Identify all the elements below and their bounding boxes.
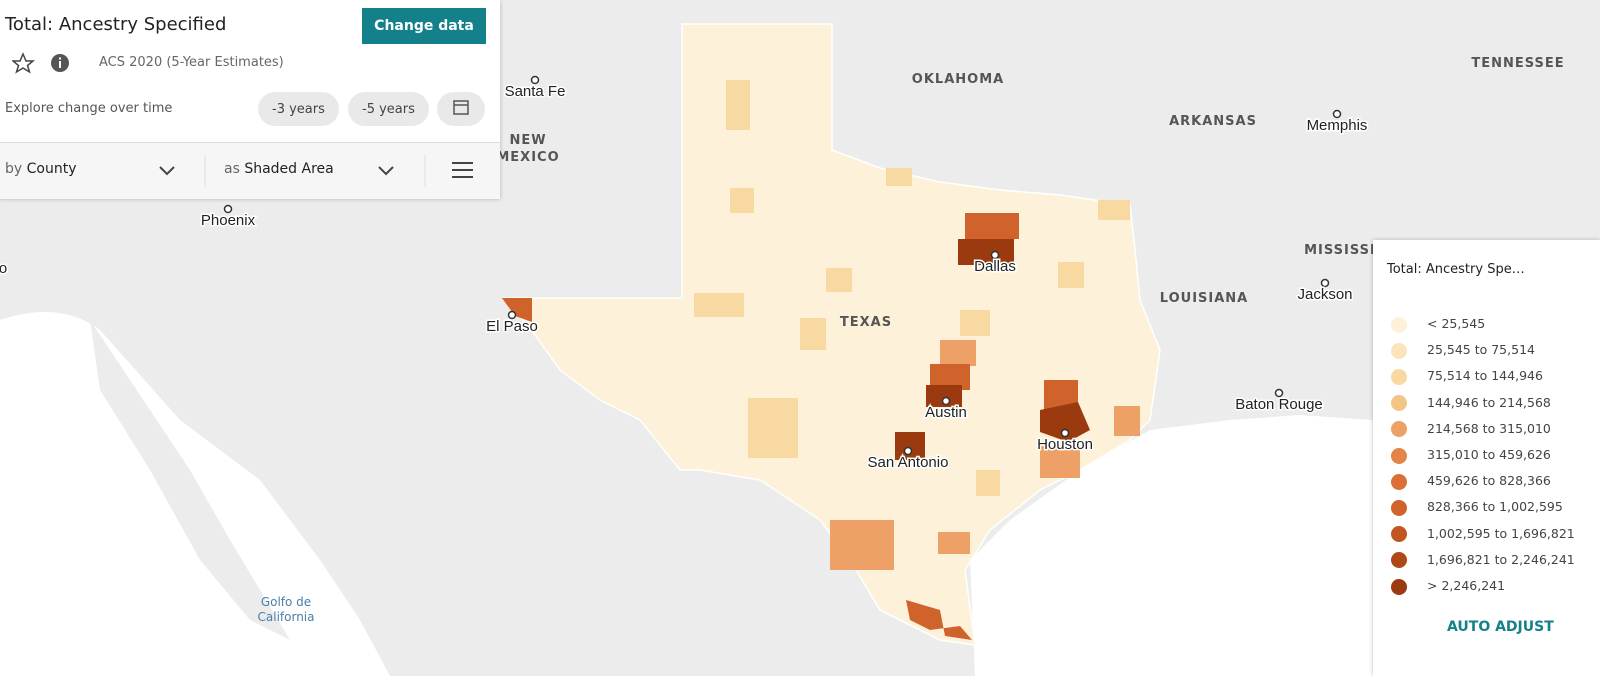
legend-label: 144,946 to 214,568 xyxy=(1427,394,1551,410)
source: ACS 2020 (5-Year Estimates) xyxy=(99,55,284,70)
city-dot xyxy=(1060,428,1070,438)
city-dot xyxy=(903,446,913,456)
region-label: TENNESSEE xyxy=(1471,56,1564,71)
city-dot xyxy=(1320,278,1330,288)
legend-label: 1,002,595 to 1,696,821 xyxy=(1427,525,1575,541)
legend-swatch xyxy=(1391,421,1407,438)
region-label: TEXAS xyxy=(840,315,892,330)
legend-label: 25,545 to 75,514 xyxy=(1427,342,1535,358)
city-label: Santa Fe xyxy=(505,83,566,100)
city-dot xyxy=(941,396,951,406)
legend-label: 459,626 to 828,366 xyxy=(1427,473,1551,489)
city-label: Memphis xyxy=(1307,117,1368,134)
city-dot xyxy=(990,250,1000,260)
legend-label: 315,010 to 459,626 xyxy=(1427,447,1551,462)
legend-item[interactable]: 75,514 to 144,946 xyxy=(1391,366,1543,386)
legend-swatch xyxy=(1391,552,1407,569)
baja xyxy=(90,320,290,640)
geo-prefix: by xyxy=(5,161,23,177)
region-label: NEW xyxy=(509,133,546,148)
time-button[interactable]: -3 years xyxy=(258,92,339,126)
icons[interactable] xyxy=(12,52,82,74)
legend-item[interactable]: 315,010 to 459,626 xyxy=(1391,445,1551,465)
legend-item[interactable]: 144,946 to 214,568 xyxy=(1391,393,1551,413)
legend-item[interactable]: 1,696,821 to 2,246,241 xyxy=(1391,550,1575,570)
city-dot xyxy=(223,204,233,214)
city-dot xyxy=(507,310,517,320)
legend-label: 828,366 to 1,002,595 xyxy=(1427,499,1563,515)
legend-swatch xyxy=(1391,316,1407,333)
legend-swatch xyxy=(1391,473,1407,490)
city-dot xyxy=(1274,388,1284,398)
legend-item[interactable]: > 2,246,241 xyxy=(1391,576,1505,596)
counties-darkest[interactable] xyxy=(895,239,1090,460)
city-label: Baton Rouge xyxy=(1235,396,1323,413)
city-label: Phoenix xyxy=(201,212,256,229)
city-dot xyxy=(1332,109,1342,119)
region-label: MEXICO xyxy=(496,150,559,165)
city-label: San Antonio xyxy=(868,454,949,471)
time-button[interactable]: -5 years xyxy=(348,92,429,126)
legend-swatch xyxy=(1391,395,1407,412)
legend-label: > 2,246,241 xyxy=(1427,578,1506,593)
city-label: El Paso xyxy=(486,318,538,335)
legend-label: < 25,545 xyxy=(1427,316,1486,331)
title: Total: Ancestry Specified xyxy=(5,14,227,35)
region-label: OKLAHOMA xyxy=(912,72,1004,87)
selector-bar: by County as Shaded Area xyxy=(0,142,500,199)
city-label: Jackson xyxy=(1297,286,1352,303)
control-panel: Total: Ancestry Specified Change data AC… xyxy=(0,0,500,199)
water-label: California xyxy=(258,610,315,624)
legend-label: 214,568 to 315,010 xyxy=(1427,420,1551,436)
geo-value: County xyxy=(26,161,77,177)
city-label: Houston xyxy=(1037,436,1093,453)
legend-swatch xyxy=(1391,526,1407,543)
legend-item[interactable]: < 25,545 xyxy=(1391,314,1485,334)
display-value: Shaded Area xyxy=(244,161,334,177)
legend-swatch xyxy=(1391,578,1407,595)
change-data-button[interactable]: Change data xyxy=(362,8,486,44)
legend-item[interactable]: 1,002,595 to 1,696,821 xyxy=(1391,524,1575,544)
legend-swatch xyxy=(1391,342,1407,359)
auto-adjust[interactable]: AUTO ADJUST xyxy=(1447,619,1554,635)
legend-title: Total: Ancestry Spe… xyxy=(1387,262,1525,277)
city-label: o xyxy=(0,260,7,277)
counties-light[interactable] xyxy=(694,80,1130,496)
legend-label: 75,514 to 144,946 xyxy=(1427,368,1543,384)
legend-item[interactable]: 828,366 to 1,002,595 xyxy=(1391,497,1563,517)
legend-item[interactable]: 214,568 to 315,010 xyxy=(1391,419,1551,439)
city-label: Austin xyxy=(925,404,967,421)
gulf-water xyxy=(970,415,1373,676)
region-label: MISSISSI xyxy=(1304,243,1376,258)
region-label: ARKANSAS xyxy=(1169,114,1257,129)
legend-item[interactable]: 25,545 to 75,514 xyxy=(1391,340,1535,360)
water-label: Golfo de xyxy=(261,595,311,609)
legend-swatch xyxy=(1391,499,1407,516)
legend-swatch xyxy=(1391,368,1407,385)
region-label: LOUISIANA xyxy=(1160,291,1248,306)
legend-item[interactable]: 459,626 to 828,366 xyxy=(1391,471,1551,491)
calendar-icon xyxy=(453,100,469,115)
selector-icons xyxy=(159,155,473,187)
display-prefix: as xyxy=(224,161,240,177)
city-dot xyxy=(530,75,540,85)
legend-swatch xyxy=(1391,447,1407,464)
legend: Total: Ancestry Spe… < 25,545 25,545 to 7… xyxy=(1373,240,1600,676)
legend-label: 1,696,821 to 2,246,241 xyxy=(1427,551,1575,567)
display-select[interactable]: as Shaded Area xyxy=(224,161,334,177)
counties-mid[interactable] xyxy=(830,340,1140,570)
explore-label: Explore change over time xyxy=(5,101,173,116)
city-label: Dallas xyxy=(974,258,1016,275)
calendar-button[interactable] xyxy=(437,92,485,126)
geo-select[interactable]: by County xyxy=(5,161,77,177)
